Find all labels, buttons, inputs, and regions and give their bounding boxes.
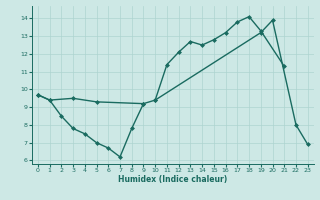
X-axis label: Humidex (Indice chaleur): Humidex (Indice chaleur) — [118, 175, 228, 184]
